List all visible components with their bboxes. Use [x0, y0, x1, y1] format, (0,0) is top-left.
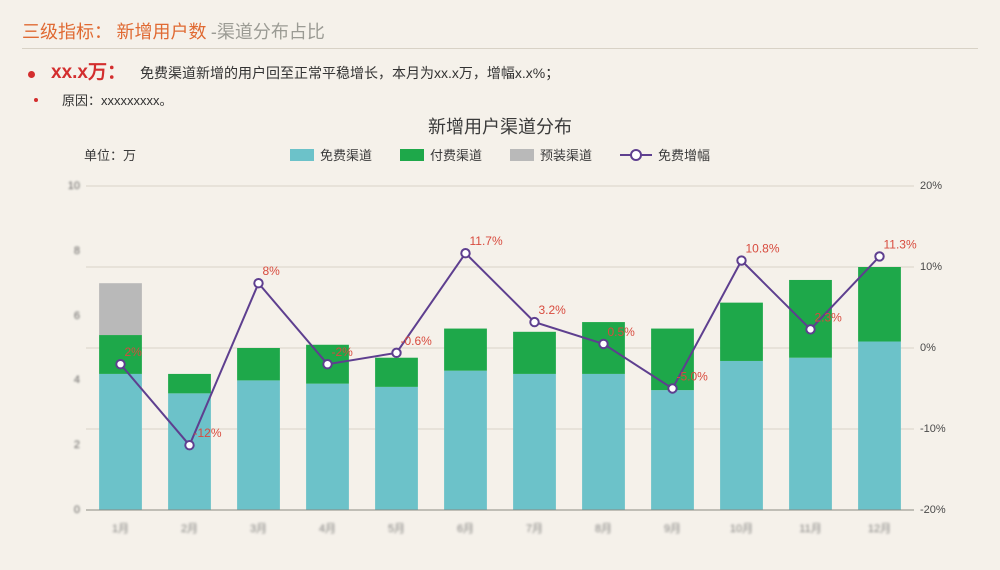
svg-text:-5.0%: -5.0% — [677, 370, 709, 384]
legend-label: 付费渠道 — [430, 145, 482, 164]
svg-text:11.7%: 11.7% — [470, 234, 503, 248]
chart-container: 新增用户渠道分布 单位：万 免费渠道 付费渠道 预装渠道 免费增幅 — [22, 113, 978, 538]
legend-label: 免费渠道 — [320, 145, 372, 164]
svg-text:3.2%: 3.2% — [539, 303, 567, 317]
x-axis-tick-label: 11月 — [776, 520, 845, 536]
legend-item-free: 免费渠道 — [290, 145, 372, 164]
x-axis-tick-label: 12月 — [845, 520, 914, 536]
chart-svg: 2% -12% 8% -2% -0.6% 11.7% 3.2% 0.5% -5.0% 10.8% 2… — [30, 168, 970, 538]
svg-text:11.3%: 11.3% — [884, 237, 917, 251]
x-axis-tick-label: 2月 — [155, 520, 224, 536]
x-axis-labels: 1月2月3月4月5月6月7月8月9月10月11月12月 — [86, 520, 914, 536]
x-axis-tick-label: 1月 — [86, 520, 155, 536]
legend-swatch-icon — [510, 149, 534, 161]
bullet-primary-value: xx.x万： — [51, 57, 126, 84]
x-axis-tick-label: 4月 — [293, 520, 362, 536]
svg-text:-2%: -2% — [332, 345, 354, 359]
x-axis-tick-label: 9月 — [638, 520, 707, 536]
legend-swatch-icon — [400, 149, 424, 161]
title-metric: 新增用户数 — [116, 22, 206, 42]
svg-text:10.8%: 10.8% — [746, 242, 780, 256]
bullet-dot-icon — [28, 71, 35, 78]
y-left-axis-labels: 1086420 — [32, 186, 80, 510]
legend-line-icon — [620, 149, 652, 161]
y-right-axis-labels: 20%10%0%-10%-20% — [920, 186, 968, 510]
bullet-primary: xx.x万： 免费渠道新增的用户回至正常平稳增长，本月为xx.x万，增幅x.x%… — [28, 57, 978, 84]
svg-text:2%: 2% — [125, 345, 143, 359]
bullet-secondary-text: 原因：xxxxxxxxx。 — [62, 90, 173, 109]
bullet-primary-text: 免费渠道新增的用户回至正常平稳增长，本月为xx.x万，增幅x.x%； — [140, 63, 559, 83]
x-axis-tick-label: 7月 — [500, 520, 569, 536]
svg-text:2.3%: 2.3% — [815, 310, 843, 324]
legend-item-preload: 预装渠道 — [510, 145, 592, 164]
bullet-dot-icon — [34, 98, 38, 102]
svg-text:8%: 8% — [263, 264, 281, 278]
chart-legend: 单位：万 免费渠道 付费渠道 预装渠道 免费增幅 — [22, 145, 978, 164]
x-axis-tick-label: 6月 — [431, 520, 500, 536]
legend-label: 预装渠道 — [540, 145, 592, 164]
page-title-row: 三级指标： 新增用户数 -渠道分布占比 — [22, 18, 978, 49]
svg-text:0.5%: 0.5% — [608, 325, 636, 339]
title-suffix: -渠道分布占比 — [211, 22, 325, 42]
x-axis-tick-label: 10月 — [707, 520, 776, 536]
unit-label: 单位：万 — [84, 145, 136, 164]
legend-item-paid: 付费渠道 — [400, 145, 482, 164]
x-axis-tick-label: 3月 — [224, 520, 293, 536]
x-axis-tick-label: 8月 — [569, 520, 638, 536]
chart-plot: 2% -12% 8% -2% -0.6% 11.7% 3.2% 0.5% -5.0% 10.8% 2… — [30, 168, 970, 538]
x-axis-tick-label: 5月 — [362, 520, 431, 536]
svg-text:-0.6%: -0.6% — [401, 334, 433, 348]
legend-swatch-icon — [290, 149, 314, 161]
legend-label: 免费增幅 — [658, 145, 710, 164]
svg-text:-12%: -12% — [194, 426, 222, 440]
bullet-secondary: 原因：xxxxxxxxx。 — [34, 90, 978, 109]
legend-item-line: 免费增幅 — [620, 145, 710, 164]
chart-title: 新增用户渠道分布 — [22, 113, 978, 139]
title-prefix: 三级指标： — [22, 22, 112, 42]
report-page: 三级指标： 新增用户数 -渠道分布占比 xx.x万： 免费渠道新增的用户回至正常… — [0, 0, 1000, 570]
